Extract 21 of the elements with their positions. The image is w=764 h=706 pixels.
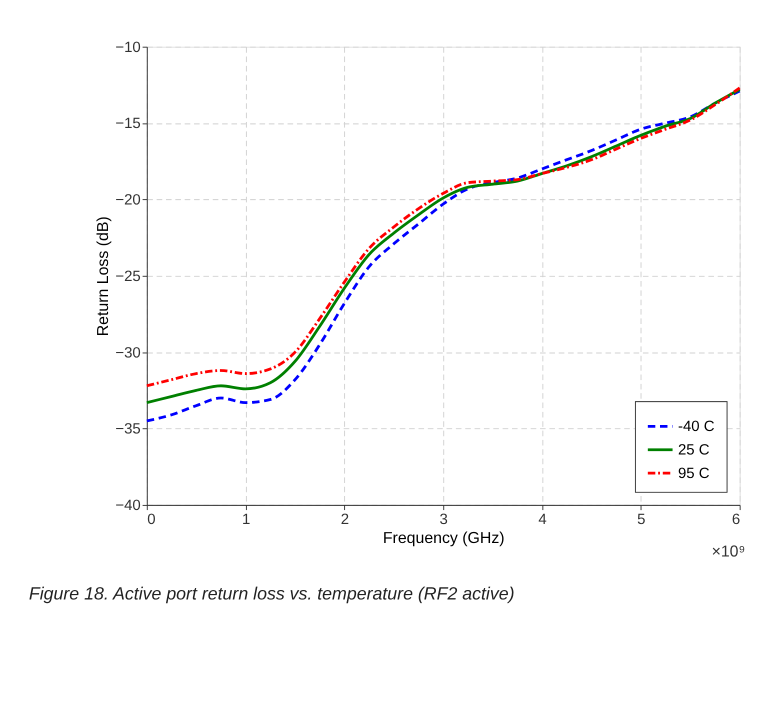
x-tick-label: 0: [147, 511, 156, 528]
x-tick-label: 5: [637, 511, 646, 528]
text: ×10⁹: [712, 543, 746, 560]
x-tick-label: 6: [732, 511, 740, 528]
x-axis-title: Frequency (GHz): [382, 530, 505, 547]
x-tick-label: 4: [538, 511, 547, 528]
x-tick-label: 2: [340, 511, 350, 528]
y-tick-label: −10: [115, 38, 141, 56]
x-tick-label: 1: [242, 511, 250, 528]
y-tick-label: −30: [115, 344, 141, 362]
y-axis-title: Return Loss (dB): [94, 216, 112, 336]
legend-label: 25 C: [678, 441, 710, 458]
y-tick-label: −15: [115, 115, 141, 132]
y-tick-label: −25: [115, 268, 141, 285]
y-tick-label: −20: [115, 192, 141, 209]
y-tick-label: −40: [115, 497, 141, 514]
legend-label: -40 C: [678, 418, 715, 436]
x-tick-label: 3: [440, 511, 448, 528]
legend-label: 95 C: [678, 464, 710, 482]
y-tick-label: −35: [115, 420, 141, 438]
caption: Figure 18. Active port return loss vs. temperature (RF2 active): [28, 583, 515, 604]
